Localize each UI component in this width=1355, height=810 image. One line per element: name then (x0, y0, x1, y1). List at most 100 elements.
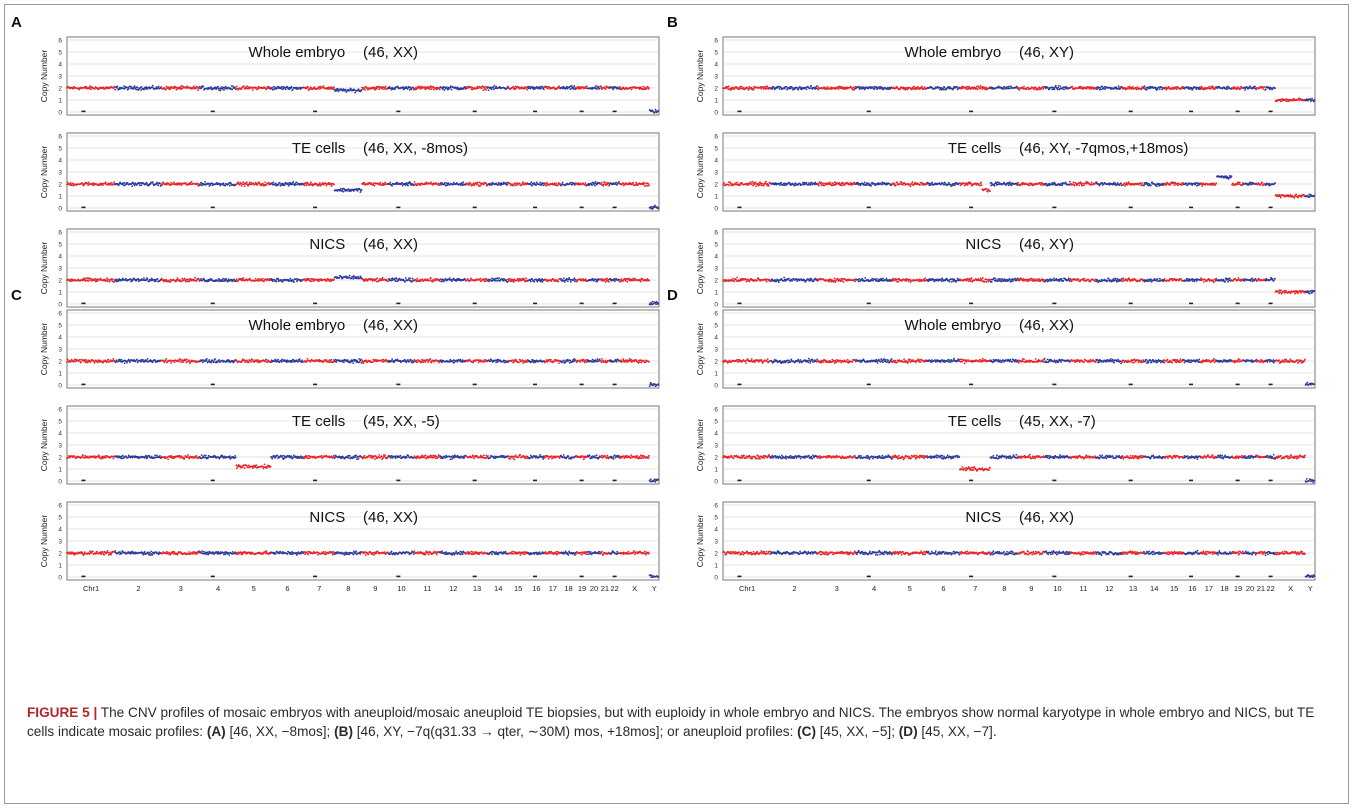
y-tick-label: 5 (714, 146, 718, 153)
y-tick-label: 6 (58, 503, 62, 510)
x-tick-label: 13 (1129, 584, 1137, 593)
y-tick-label: 3 (58, 266, 62, 273)
y-tick-label: 4 (58, 431, 62, 438)
y-tick-label: 0 (714, 206, 718, 213)
y-tick-label: 6 (714, 407, 718, 414)
y-axis-label: Copy Number (695, 419, 705, 472)
y-tick-label: 2 (714, 551, 718, 558)
cnv-track: 0 1 2 3 4 5 6 Copy Number NICS (46, XX) (39, 228, 660, 309)
y-tick-label: 5 (58, 515, 62, 522)
y-tick-label: 1 (58, 194, 62, 201)
y-tick-label: 0 (58, 575, 62, 582)
y-axis-label: Copy Number (695, 146, 705, 199)
track-karyotype: (46, XX) (363, 317, 418, 334)
y-tick-label: 0 (714, 575, 718, 582)
cnv-points (66, 180, 660, 210)
y-axis-label: Copy Number (695, 50, 705, 103)
caption-a-text: [46, XX, −8mos]; (225, 724, 335, 739)
y-tick-label: 2 (58, 551, 62, 558)
y-axis-label: Copy Number (39, 50, 49, 103)
y-tick-label: 2 (58, 278, 62, 285)
y-tick-label: 5 (714, 419, 718, 426)
track-karyotype: (46, XY) (1019, 236, 1074, 253)
y-tick-label: 4 (58, 158, 62, 165)
x-tick-label: 10 (397, 584, 405, 593)
y-tick-label: 3 (714, 170, 718, 177)
cnv-points (66, 274, 660, 306)
y-tick-label: 3 (58, 170, 62, 177)
y-tick-label: 0 (714, 302, 718, 309)
cnv-track: 0 1 2 3 4 5 6 Copy Number NICS (46, XX) (39, 501, 660, 582)
y-tick-label: 4 (58, 62, 62, 69)
y-tick-label: 6 (58, 407, 62, 414)
x-tick-label: 8 (346, 584, 350, 593)
y-tick-label: 5 (58, 146, 62, 153)
track-title: Whole embryo (905, 44, 1002, 61)
x-tick-label: 6 (285, 584, 289, 593)
y-tick-label: 4 (58, 335, 62, 342)
panel-letter: C (11, 287, 22, 304)
caption-c-text: [45, XX, −5]; (816, 724, 899, 739)
track-karyotype: (46, XX) (1019, 317, 1074, 334)
y-axis-label: Copy Number (39, 242, 49, 295)
y-axis-label: Copy Number (695, 242, 705, 295)
x-tick-label: 5 (252, 584, 256, 593)
y-tick-label: 4 (714, 431, 718, 438)
y-tick-label: 6 (714, 230, 718, 237)
cnv-points (722, 357, 1316, 387)
y-tick-label: 0 (58, 206, 62, 213)
track-title: Whole embryo (249, 317, 346, 334)
track-title: NICS (965, 509, 1001, 526)
track-title: TE cells (292, 413, 345, 430)
x-tick-label: 3 (179, 584, 183, 593)
y-tick-label: 0 (58, 479, 62, 486)
y-tick-label: 5 (58, 323, 62, 330)
x-tick-label: 9 (1029, 584, 1033, 593)
track-karyotype: (46, XX, -8mos) (363, 140, 468, 157)
cnv-track: 0 1 2 3 4 5 6 Copy Number Whole embryo (46, XX) (39, 36, 660, 117)
cnv-points (722, 276, 1316, 305)
x-tick-label: 16 (1188, 584, 1196, 593)
y-tick-label: 6 (714, 503, 718, 510)
y-tick-label: 3 (714, 443, 718, 450)
x-tick-label: 12 (1105, 584, 1113, 593)
y-tick-label: 4 (58, 527, 62, 534)
y-axis-label: Copy Number (39, 323, 49, 376)
panel-c: C 0 1 2 3 4 5 6 Copy Number Whole embryo (46, XX) 0… (11, 287, 660, 593)
x-tick-label: 17 (549, 584, 557, 593)
caption-c-label: (C) (797, 724, 816, 739)
y-tick-label: 4 (714, 158, 718, 165)
y-tick-label: 3 (714, 74, 718, 81)
x-tick-label: 20 (1246, 584, 1254, 593)
x-tick-label: 22 (610, 584, 618, 593)
y-tick-label: 5 (58, 419, 62, 426)
x-tick-label: 19 (1234, 584, 1242, 593)
y-tick-label: 1 (714, 467, 718, 474)
y-tick-label: 4 (714, 527, 718, 534)
track-karyotype: (46, XX) (363, 44, 418, 61)
cnv-track: 0 1 2 3 4 5 6 Copy Number NICS (46, XY) (695, 228, 1316, 309)
y-tick-label: 3 (714, 266, 718, 273)
x-tick-label: 13 (473, 584, 481, 593)
panel-letter: D (667, 287, 678, 304)
track-title: NICS (309, 509, 345, 526)
x-tick-label: Chr1 (83, 584, 99, 593)
y-tick-label: 6 (58, 38, 62, 45)
y-tick-label: 5 (58, 50, 62, 57)
y-tick-label: 4 (714, 254, 718, 261)
x-tick-label: 7 (973, 584, 977, 593)
x-tick-label: 17 (1205, 584, 1213, 593)
y-axis-label: Copy Number (39, 146, 49, 199)
track-karyotype: (46, XY, -7qmos,+18mos) (1019, 140, 1188, 157)
track-title: TE cells (948, 140, 1001, 157)
x-tick-label: Y (652, 584, 657, 593)
caption-b-text: [46, XY, −7q(q31.33 → qter, ∼30M) mos, +… (353, 724, 798, 739)
y-tick-label: 2 (714, 359, 718, 366)
x-tick-label: 21 (601, 584, 609, 593)
y-tick-label: 0 (58, 383, 62, 390)
x-tick-label: 2 (136, 584, 140, 593)
y-axis-label: Copy Number (695, 515, 705, 568)
y-tick-label: 1 (58, 563, 62, 570)
y-tick-label: 2 (714, 182, 718, 189)
